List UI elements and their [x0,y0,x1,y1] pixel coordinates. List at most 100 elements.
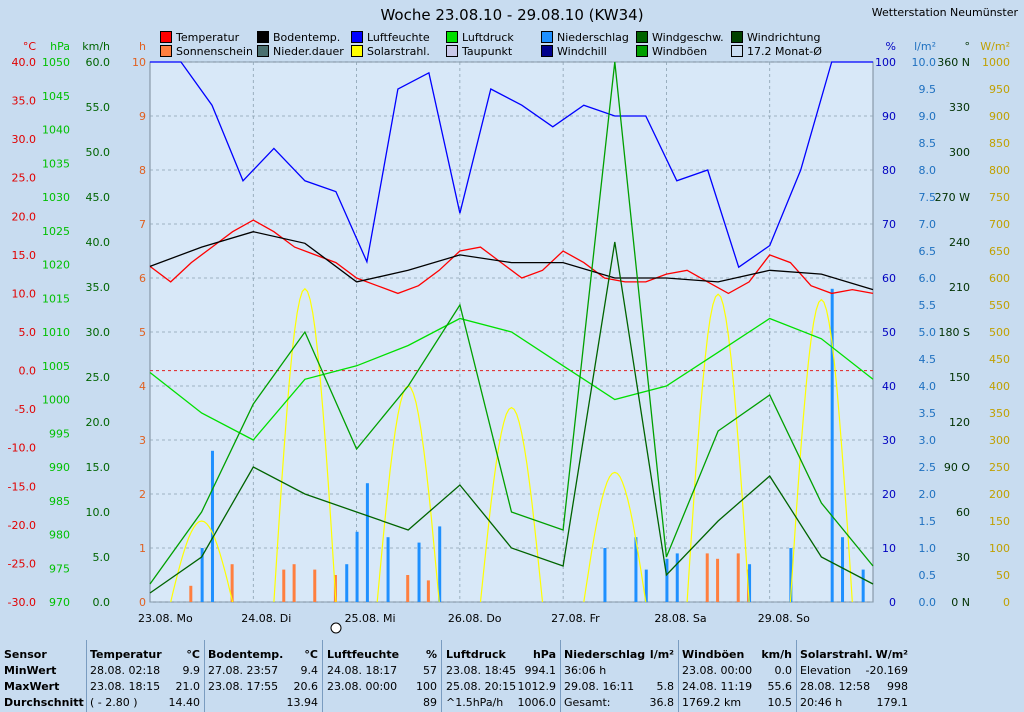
stats-row: 23.08. 00:00 0.0 [682,664,792,680]
axis-tick-deg: 300 [949,146,970,159]
axis-tick-wm2: 50 [996,569,1010,582]
axis-tick-lm2: 4.0 [919,380,937,393]
precipitation-bar [861,569,865,602]
axis-tick-h: 6 [139,272,146,285]
legend-item: Windböen [636,45,707,58]
legend-swatch [541,31,553,43]
legend-label: Solarstrahl. [367,45,430,58]
precipitation-bar [345,564,349,602]
axis-tick-h: 5 [139,326,146,339]
stats-label-min: MinWert [4,664,57,677]
axis-tick-temp: 5.0 [19,326,37,339]
stats-row: 23.08. 18:45 994.1 [446,664,556,680]
axis-tick-kmh: 50.0 [86,146,111,159]
axis-tick-pct: 20 [882,488,896,501]
chart: 40.035.030.025.020.015.010.05.00.0-5.0-1… [8,40,1010,634]
legend-swatch [636,45,648,57]
axis-tick-pct: 40 [882,380,896,393]
axis-tick-temp: 25.0 [12,172,37,185]
stats-cell-value: 994.1 [524,664,557,677]
axis-tick-deg: 30 [956,551,970,564]
axis-tick-wm2: 950 [989,83,1010,96]
precipitation-bar [665,558,669,602]
axis-tick-deg: 360 N [937,56,970,69]
stats-row: 1769.2 km 10.5 [682,696,792,712]
stats-row: ( - 2.80 ) 14.40 [90,696,200,712]
axis-unit-h: h [139,40,146,53]
axis-tick-wm2: 600 [989,272,1010,285]
legend-swatch [731,45,743,57]
axis-tick-pct: 80 [882,164,896,177]
series-line-bodentemp [149,231,874,291]
stats-row: ^1.5hPa/h 1006.0 [446,696,556,712]
precipitation-bar [634,537,638,602]
stats-label-avg: Durchschnitt [4,696,84,709]
stats-cell-label: 1769.2 km [682,696,742,709]
legend-swatch [446,31,458,43]
axis-tick-wm2: 0 [1003,596,1010,609]
stats-cell-label: 23.08. 17:55 [208,680,279,693]
axis-tick-lm2: 2.5 [919,461,937,474]
axis-tick-hpa: 980 [49,529,70,542]
stats-row: 36:06 h [564,664,674,680]
precipitation-bar [830,288,834,602]
sunshine-bar [282,569,286,602]
stats-cell-value: 9.4 [300,664,319,677]
axis-unit-lm2: l/m² [914,40,936,53]
axis-tick-hpa: 1050 [42,56,70,69]
series-line-windben [149,61,874,585]
axis-unit-pct: % [886,40,896,53]
axis-tick-h: 8 [139,164,146,177]
axis-tick-kmh: 55.0 [86,101,111,114]
stats-cell-value: 1012.9 [517,680,557,693]
stats-cell-label: 28.08. 02:18 [90,664,161,677]
legend-swatch [160,45,172,57]
legend-swatch [351,45,363,57]
axis-tick-h: 10 [132,56,146,69]
axis-tick-hpa: 1040 [42,124,70,137]
stats-cell-value: 89 [423,696,437,709]
stats-cell-value: 9.9 [182,664,201,677]
axis-tick-lm2: 9.0 [919,110,937,123]
legend-item: 17.2 Monat-Ø [731,45,822,58]
stats-cell-value: 57 [423,664,437,677]
axis-tick-temp: 0.0 [19,365,37,378]
axis-tick-lm2: 0.0 [919,596,937,609]
stats-cell-label: 25.08. 20:15 [446,680,517,693]
axis-tick-lm2: 7.0 [919,218,937,231]
series-line-luftfeuchte [150,61,873,269]
stats-row: 28.08. 12:58 998 [800,680,1020,696]
legend-label: Nieder.dauer [273,45,344,58]
axis-tick-wm2: 800 [989,164,1010,177]
solar-curve [583,471,647,603]
stats-column: Solarstrahl. W/m² Elevation -20.169 28.08. 1… [796,640,1024,712]
stats-column: Windböen km/h 23.08. 00:00 0.0 24.08. 11:19 5… [678,640,797,712]
precipitation-bar [417,542,421,602]
axis-tick-temp: -10.0 [8,442,36,455]
sunshine-bar [406,575,410,602]
legend-label: Windrichtung [747,31,821,44]
stats-cell-label: 27.08. 23:57 [208,664,279,677]
solar-curve [170,520,234,603]
axis-tick-deg: 180 S [939,326,970,339]
axis-unit-deg: ° [965,40,971,53]
stats-header: Bodentemp. [208,648,284,661]
stats-unit: km/h [761,648,792,661]
precipitation-bar [210,450,214,602]
stats-unit: °C [186,648,200,661]
stats-cell-label: 23.08. 18:15 [90,680,161,693]
stats-cell-label: 28.08. 12:58 [800,680,871,693]
axis-tick-temp: -15.0 [8,480,36,493]
stats-row: 20:46 h 179.1 [800,696,1020,712]
axis-tick-lm2: 1.0 [919,542,937,555]
x-tick-day: 23.08. Mo [138,612,193,625]
axis-tick-hpa: 1015 [42,292,70,305]
precipitation-bar [200,548,204,602]
precipitation-bar [386,537,390,602]
axis-tick-pct: 0 [889,596,896,609]
axis-tick-lm2: 6.5 [919,245,937,258]
axis-unit-hpa: hPa [50,40,70,53]
axis-tick-wm2: 1000 [982,56,1010,69]
axis-tick-lm2: 5.0 [919,326,937,339]
sunshine-bar [292,564,296,602]
